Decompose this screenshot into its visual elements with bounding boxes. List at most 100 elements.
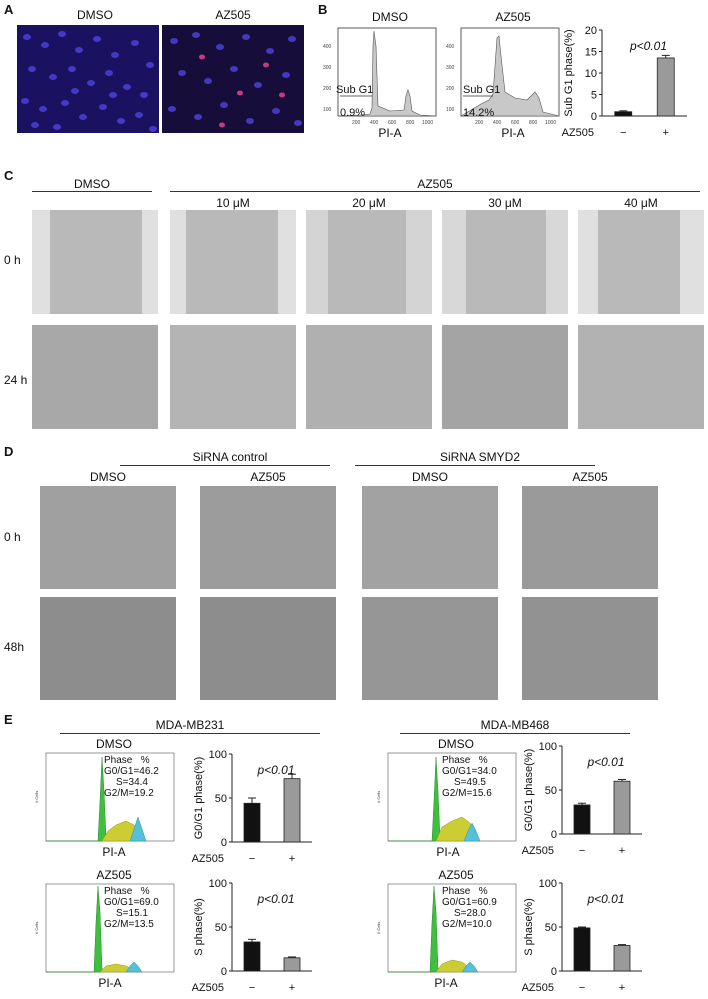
chart-b-bar-0	[614, 111, 633, 117]
scratch-20um-0h	[306, 210, 432, 314]
cc-468-az-header: Phase %	[442, 886, 488, 897]
panel-c-row-0h: 0 h	[4, 253, 21, 267]
panel-e-line-468: MDA-MB468	[480, 718, 550, 732]
chart-e1-bar-1	[283, 778, 301, 843]
cc-231-dmso-title: DMSO	[96, 737, 132, 751]
chart-e3-ytick-label: 100	[209, 878, 227, 890]
chart-e1-ytick-label: 0	[221, 837, 227, 849]
chart-e2-xcat-0: −	[579, 845, 585, 857]
histogram-dmso-title: DMSO	[372, 10, 408, 24]
chart-sub-g1: 0 5 10 15 20 − + AZ505 Sub G1 phase(%) p<0.01	[562, 25, 687, 139]
chart-e2-ytick-label: 100	[539, 741, 557, 753]
chart-e2-ytick-label: 0	[551, 829, 557, 841]
chart-b-xcat-1: +	[663, 127, 669, 139]
hist1-ytick-300: 300	[323, 65, 332, 71]
panel-a-letter: A	[4, 2, 14, 17]
histogram-az505-gate-label: Sub G1	[463, 84, 501, 96]
histogram-dmso-xlabel: PI-A	[378, 126, 402, 140]
hist2-ytick-300: 300	[446, 65, 455, 71]
cc-231-az-xlabel: PI-A	[98, 976, 122, 990]
hist1-xtick-800: 800	[406, 120, 415, 126]
cc-468-dmso-g2m: G2/M=15.6	[442, 788, 492, 799]
scratch-30um-0h	[442, 210, 568, 314]
chart-e2-xcat-1: +	[619, 845, 625, 857]
chart-b-xlabel: AZ505	[562, 127, 594, 139]
cc-468-az-g2m: G2/M=10.0	[442, 919, 492, 930]
panel-c-row-24h: 24 h	[4, 373, 28, 387]
cc-468-dmso-ylabel: # Cells	[376, 791, 381, 803]
chart-b-ytick-label: 20	[585, 25, 597, 37]
chart-e2-bar-0	[573, 804, 591, 835]
cc-468-az-title: AZ505	[438, 868, 474, 882]
hist1-xtick-600: 600	[388, 120, 397, 126]
chart-e3-xcat-1: +	[289, 982, 295, 994]
chart-468-s: 0 50 100 − + AZ505 S phase(%) p<0.01	[522, 878, 642, 994]
chart-b-ylabel: Sub G1 phase(%)	[563, 29, 575, 116]
panel-c-conc-30: 30 μM	[488, 196, 522, 210]
cc-231-az-s: S=15.1	[116, 908, 148, 919]
cc-468-dmso-title: DMSO	[438, 737, 474, 751]
scratch-smyd2-az505-0h	[522, 486, 658, 589]
chart-e4-ylabel: S phase(%)	[523, 898, 535, 955]
chart-e1-ytick-label: 100	[209, 749, 227, 761]
cellcycle-468-az505: AZ505 # Cells Phase % G0/G1=60.9 S=28.0 …	[376, 868, 526, 990]
cc-231-az-ylabel: # Cells	[34, 922, 39, 934]
chart-e2-bar-1	[613, 780, 631, 835]
chart-e1-xcat-1: +	[289, 853, 295, 865]
chart-b-ytick-label: 5	[591, 90, 597, 102]
micrograph-fluor-az505	[162, 25, 304, 133]
chart-e1-xcat-0: −	[249, 853, 255, 865]
hist2-xtick-200: 200	[475, 120, 484, 126]
chart-e4-xlabel: AZ505	[522, 982, 554, 994]
cc-468-dmso-g0g1: G0/G1=34.0	[442, 766, 497, 777]
chart-e2-ytick-label: 50	[545, 785, 557, 797]
histogram-az505-gate-value: 14.2%	[463, 107, 495, 119]
chart-231-s: 0 50 100 − + AZ505 S phase(%) p<0.01	[192, 878, 312, 994]
chart-e2-ylabel: G0/G1 phase(%)	[523, 749, 535, 832]
hist1-xtick-200: 200	[352, 120, 361, 126]
chart-e1-pvalue: p<0.01	[256, 763, 294, 777]
cc-468-az-g0g1: G0/G1=60.9	[442, 897, 497, 908]
histogram-dmso-plot: 400 300 200 100 200 400 600 800 1000	[323, 27, 437, 126]
cc-468-az-s: S=28.0	[454, 908, 486, 919]
cc-231-dmso-ylabel: # Cells	[34, 791, 39, 803]
cc-231-dmso-g0g1: G0/G1=46.2	[104, 766, 159, 777]
chart-231-g0g1: 0 50 100 − + AZ505 G0/G1 phase(%) p<0.01	[192, 749, 312, 865]
cc-231-dmso-s: S=34.4	[116, 777, 148, 788]
hist1-ytick-400: 400	[323, 44, 332, 50]
hist2-xtick-1000: 1000	[545, 120, 556, 126]
chart-e1-bar-0	[243, 802, 261, 843]
cc-231-az-title: AZ505	[96, 868, 132, 882]
chart-b-bar-1	[656, 57, 675, 117]
chart-e4-ytick-label: 50	[545, 922, 557, 934]
scratch-40um-24h	[578, 325, 704, 429]
scratch-40um-0h	[578, 210, 704, 314]
histogram-dmso-gate-value: 0.9%	[340, 107, 366, 119]
panel-e-letter: E	[4, 712, 13, 727]
scratch-ctrl-az505-0h	[200, 486, 336, 589]
chart-e4-bar-1	[613, 945, 631, 972]
panel-d-col-2: AZ505	[250, 470, 286, 484]
chart-e4-xcat-0: −	[579, 982, 585, 994]
scratch-ctrl-az505-48h	[200, 597, 336, 700]
panel-c-conc-20: 20 μM	[352, 196, 386, 210]
cc-231-dmso-xlabel: PI-A	[102, 845, 126, 859]
scratch-smyd2-dmso-48h	[362, 597, 498, 700]
nuclei-az505	[168, 32, 302, 128]
hist2-ytick-400: 400	[446, 44, 455, 50]
hist1-xtick-1000: 1000	[422, 120, 433, 126]
scratch-ctrl-dmso-0h	[40, 486, 176, 589]
hist2-ytick-200: 200	[446, 86, 455, 92]
chart-468-g0g1: 0 50 100 − + AZ505 G0/G1 phase(%) p<0.01	[522, 741, 642, 857]
scratch-smyd2-az505-48h	[522, 597, 658, 700]
panel-d-col-3: DMSO	[412, 470, 448, 484]
panel-c-conc-10: 10 μM	[216, 196, 250, 210]
panel-d-row-0h: 0 h	[4, 530, 21, 544]
chart-e3-xcat-0: −	[249, 982, 255, 994]
chart-e1-ylabel: G0/G1 phase(%)	[193, 757, 205, 840]
chart-e4-ytick-label: 100	[539, 878, 557, 890]
chart-e3-bar-1	[283, 957, 301, 972]
hist2-xtick-600: 600	[511, 120, 520, 126]
chart-b-ytick-label: 15	[585, 47, 597, 59]
hist2-ytick-100: 100	[446, 107, 455, 113]
